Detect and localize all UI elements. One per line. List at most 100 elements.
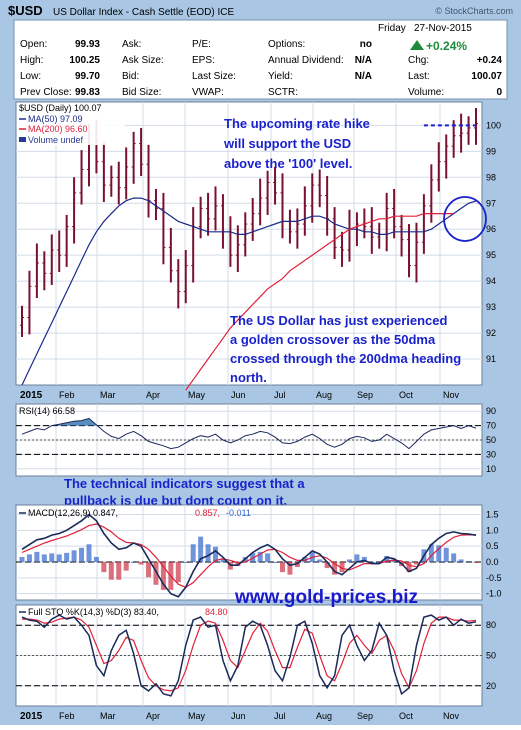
sto-tick-label: 80 (486, 620, 496, 630)
price-x-label: Mar (100, 390, 116, 400)
sto-d-line (22, 616, 477, 692)
price-x-label: Feb (59, 390, 75, 400)
gold-prices-watermark: www.gold-prices.biz (234, 587, 418, 608)
macd-legend: MACD(12,26,9) 0.847, 0.857, -0.011 (19, 508, 251, 518)
macd-histogram-bar (49, 553, 55, 562)
sto-tick-label: 50 (486, 651, 496, 661)
macd-histogram-bar (346, 559, 352, 562)
macd-histogram-bar (41, 554, 47, 562)
sto-x-label: Sep (357, 711, 373, 721)
macd-histogram-bar (213, 546, 219, 562)
macd-legend-signal: 0.857, (195, 508, 220, 518)
sto-k-line (21, 614, 477, 697)
price-x-label: Sep (357, 390, 373, 400)
macd-histogram-bar (384, 555, 390, 562)
price-tick-label: 95 (486, 250, 496, 260)
macd-histogram-bar (183, 562, 189, 563)
macd-histogram-bar (108, 562, 114, 580)
header-label: SCTR: (268, 87, 298, 98)
ma200-line (185, 213, 454, 391)
annotation-rate-hike: The upcoming rate hike (224, 116, 370, 131)
macd-histogram-bar (302, 556, 308, 562)
sto-x-label: Nov (443, 711, 460, 721)
header-label: Options: (268, 39, 305, 50)
header-value: no (360, 39, 372, 50)
macd-histogram-bar (369, 562, 375, 563)
rsi-tick-label: 50 (486, 435, 496, 445)
macd-histogram-bar (257, 551, 263, 562)
macd-tick-label: -0.5 (486, 573, 502, 583)
header-value: 100.25 (69, 55, 100, 66)
macd-histogram-bar (64, 552, 70, 562)
header-label: Volume: (408, 87, 444, 98)
macd-histogram-bar (220, 559, 226, 562)
header-value: 0 (496, 87, 502, 98)
header-day: Friday (378, 23, 406, 34)
sto-tick-label: 20 (486, 681, 496, 691)
rsi-tick-label: 10 (486, 464, 496, 474)
sto-x-label: Feb (59, 711, 75, 721)
macd-histogram-bar (473, 562, 479, 563)
price-tick-label: 94 (486, 276, 496, 286)
chart-title: US Dollar Index - Cash Settle (EOD) ICE (53, 7, 234, 18)
price-x-label: Oct (399, 390, 414, 400)
header-value: 99.93 (75, 39, 100, 50)
macd-histogram-bar (116, 562, 122, 580)
macd-histogram-bar (451, 553, 457, 562)
crossover-circle (443, 196, 487, 242)
price-x-label: Apr (146, 390, 160, 400)
macd-histogram-bar (34, 551, 40, 562)
header-value: 100.07 (471, 71, 502, 82)
macd-histogram-bar (123, 562, 129, 571)
macd-histogram-bar (160, 562, 166, 590)
price-tick-label: 100 (486, 120, 501, 130)
macd-tick-label: 1.0 (486, 525, 499, 535)
macd-histogram-bar (19, 556, 25, 562)
macd-legend-label: MACD(12,26,9) 0.847, (28, 508, 118, 518)
macd-histogram-bar (428, 544, 434, 562)
macd-histogram-bar (391, 559, 397, 562)
macd-histogram-bar (339, 562, 345, 573)
macd-histogram-bar (131, 562, 137, 563)
sto-legend-d: 84.80 (205, 607, 228, 617)
ma50-line (21, 197, 477, 386)
macd-histogram-bar (250, 552, 256, 562)
macd-histogram-bar (56, 554, 62, 562)
macd-histogram-bar (279, 562, 285, 573)
macd-histogram-bar (324, 562, 330, 569)
rsi-line (21, 417, 477, 450)
annotation-golden-cross: a golden crossover as the 50dma (230, 332, 436, 347)
price-tick-label: 97 (486, 198, 496, 208)
up-arrow-icon (410, 40, 424, 50)
macd-tick-label: -1.0 (486, 589, 502, 599)
legend-entry-ma200: MA(200) 96.60 (28, 124, 88, 134)
macd-histogram-bar (146, 562, 152, 578)
macd-histogram-bar (190, 544, 196, 562)
macd-histogram-bar (413, 562, 419, 565)
header-value: N/A (355, 71, 372, 82)
header-label: Prev Close: (20, 87, 72, 98)
price-tick-label: 99 (486, 146, 496, 156)
price-tick-label: 98 (486, 172, 496, 182)
price-tick-label: 93 (486, 302, 496, 312)
macd-tick-label: 0.0 (486, 557, 499, 567)
header-label: Ask Size: (122, 55, 164, 66)
macd-histogram-bar (272, 562, 278, 563)
legend-bg (17, 103, 125, 145)
sto-x-label: Jun (231, 711, 246, 721)
macd-histogram-bar (93, 556, 99, 562)
rsi-legend: RSI(14) 66.58 (19, 406, 75, 416)
price-x-label: Nov (443, 390, 460, 400)
annotation-rate-hike: will support the USD (223, 136, 351, 151)
header-label: Bid Size: (122, 87, 161, 98)
annotation-golden-cross: The US Dollar has just experienced (230, 313, 448, 328)
header-label: Bid: (122, 71, 139, 82)
macd-histogram-bar (436, 545, 442, 562)
macd-histogram-bar (138, 562, 144, 565)
header-date: 27-Nov-2015 (414, 23, 472, 34)
price-tick-label: 92 (486, 328, 496, 338)
header-value: N/A (355, 55, 372, 66)
legend-swatch-volume (19, 137, 26, 142)
header-label: Last: (408, 71, 430, 82)
